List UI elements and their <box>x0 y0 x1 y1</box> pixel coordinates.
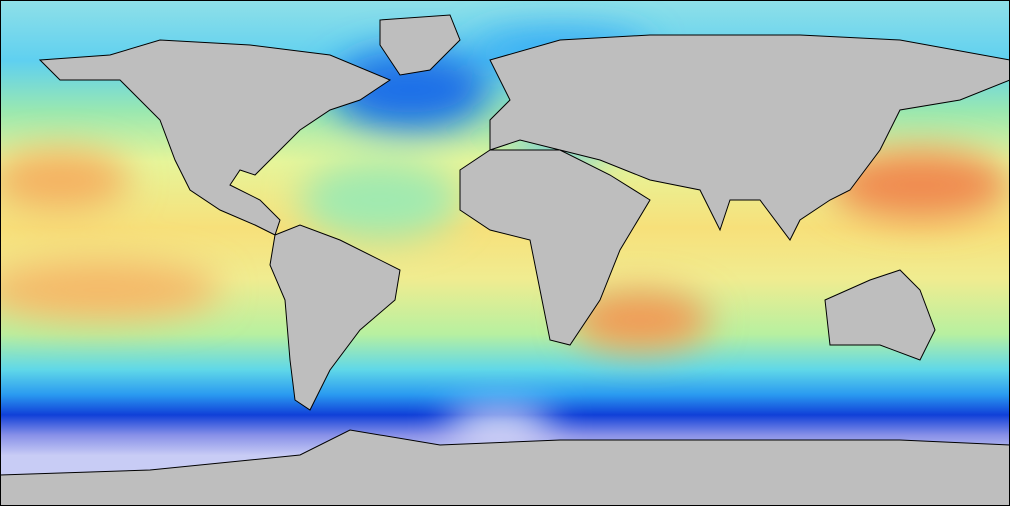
australia <box>824 269 936 361</box>
north-america <box>38 39 392 236</box>
africa <box>459 149 651 346</box>
greenland <box>379 14 461 76</box>
antarctica <box>0 429 1010 506</box>
south-america <box>269 224 401 411</box>
eurasia <box>489 34 1010 241</box>
landmasses <box>0 14 1010 506</box>
